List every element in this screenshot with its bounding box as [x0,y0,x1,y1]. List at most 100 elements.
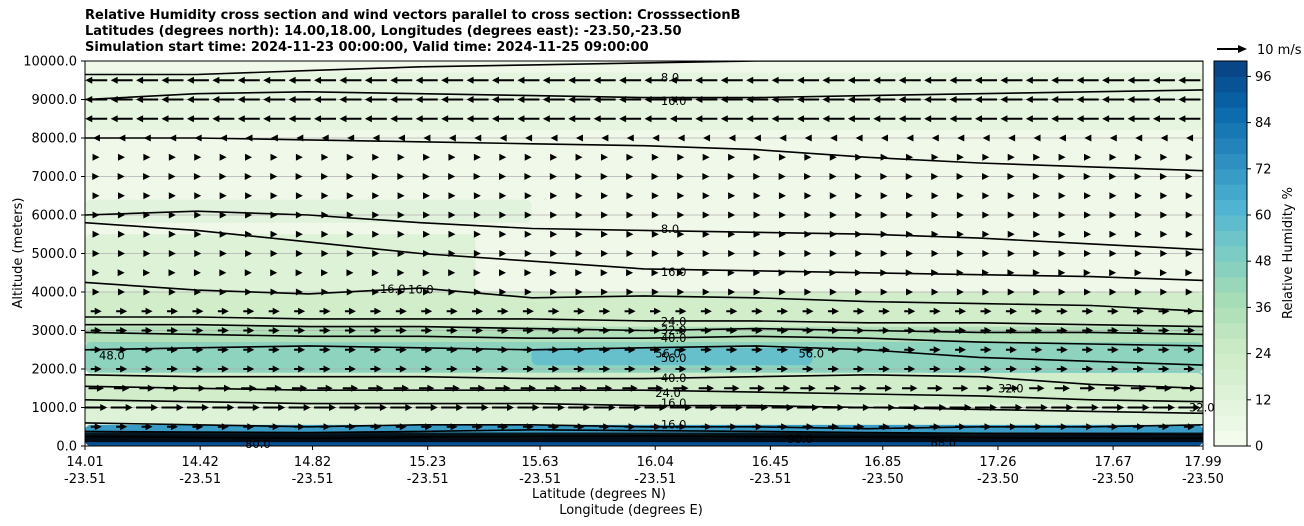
wind-vector-249 [829,173,837,180]
wind-vector-671 [370,365,382,373]
wind-vector-head [423,192,431,200]
wind-vector-440 [92,269,100,277]
wind-vector-259 [1083,173,1091,180]
wind-vector-145 [423,134,431,142]
wind-vector-446 [244,269,252,277]
wind-vector-head [354,404,362,411]
wind-vector-75 [873,96,896,103]
wind-vector-486 [143,288,151,296]
wind-vector-head [804,192,812,200]
wind-vector-head [822,115,830,123]
contour-line-5 [85,281,1203,313]
wind-vector-355 [168,230,176,238]
wind-vector-head [961,384,969,392]
wind-vector-25 [720,76,743,84]
x-tick-lon-7: -23.50 [862,472,904,487]
contour-line-10 [85,373,1203,390]
wind-vector-head [669,76,677,84]
y-tick-label-8: 8000.0 [32,132,78,147]
wind-vector-351 [1185,211,1193,219]
wind-vector-head [171,365,179,373]
wind-vector-head [247,346,255,354]
wind-vector-43 [1178,76,1201,84]
wind-vector-441 [117,269,125,277]
wind-vector-head [771,76,779,84]
wind-vector-head [379,404,387,411]
wind-vector-393 [1134,230,1142,238]
wind-vector-288 [702,192,710,200]
wind-vector-head [120,307,128,315]
wind-vector-130 [1152,115,1175,123]
wind-vector-head [456,404,464,411]
wind-vector-581 [319,327,331,334]
wind-vector-368 [499,230,507,238]
wind-vector-143 [372,134,380,142]
wind-vector-180 [194,153,202,161]
wind-vector-434 [1058,250,1066,257]
wind-vector-119 [873,115,896,123]
wind-vector-359 [270,230,278,238]
wind-vector-183 [270,153,278,161]
wind-vector-head [1185,211,1193,219]
wind-vector-head [1009,307,1017,315]
wind-vector-700 [1107,365,1119,373]
wind-vector-229 [321,173,329,180]
wind-vector-head [550,288,558,296]
wind-vector-537 [319,307,331,315]
wind-vector-568 [1107,307,1119,315]
wind-vector-head [117,173,125,180]
wind-vector-228 [295,173,303,180]
wind-vector-head [476,346,484,354]
wind-vector-head [423,134,431,142]
wind-vector-head [227,404,235,411]
wind-vector-head [473,250,481,257]
wind-vector-head [92,153,100,161]
wind-vector-6 [237,76,260,84]
wind-vector-head [771,115,779,123]
wind-vector-345 [1033,211,1041,219]
wind-vector-776 [797,404,820,411]
wind-vector-head [346,211,354,219]
wind-vector-head [524,230,532,238]
wind-vector-244 [702,173,710,180]
wind-vector-36 [1000,76,1023,84]
wind-vector-head [145,365,153,373]
wind-vector-299 [982,192,990,200]
wind-vector-head [1187,346,1195,354]
wind-vector-head [704,307,712,315]
wind-vector-head [295,230,303,238]
wind-vector-762 [441,404,464,411]
wind-vector-613 [1133,327,1145,334]
wind-vector-head [873,115,881,123]
wind-vector-head [1033,134,1041,142]
wind-vector-head [372,211,380,219]
wind-vector-691 [878,365,890,373]
wind-vector-252 [905,173,913,180]
wind-vector-250 [854,173,862,180]
wind-vector-head [517,76,525,84]
wind-vector-586 [446,327,458,334]
wind-vector-head [517,115,525,123]
colorbar-tick-label-4: 48 [1255,255,1272,270]
wind-vector-head [176,404,184,411]
wind-vector-head [498,173,506,180]
wind-vector-642 [751,346,763,354]
quiver-key: 10 m/s [1217,43,1302,58]
wind-vector-56 [390,96,413,103]
wind-vector-head [931,211,939,219]
wind-vector-429 [931,250,939,257]
wind-vector-head [626,288,634,296]
wind-vector-46 [136,96,159,103]
wind-vector-head [1109,211,1117,219]
wind-vector-138 [245,134,253,142]
wind-vector-head [651,192,659,200]
wind-vector-435 [1083,250,1091,257]
wind-vector-head [550,192,558,200]
wind-vector-215 [1083,153,1091,161]
wind-vector-head [194,211,202,219]
wind-vector-head [117,153,125,161]
wind-vector-head [626,134,634,142]
wind-vector-2 [136,76,159,84]
wind-vector-head [1060,307,1068,315]
wind-vector-668 [294,365,306,373]
